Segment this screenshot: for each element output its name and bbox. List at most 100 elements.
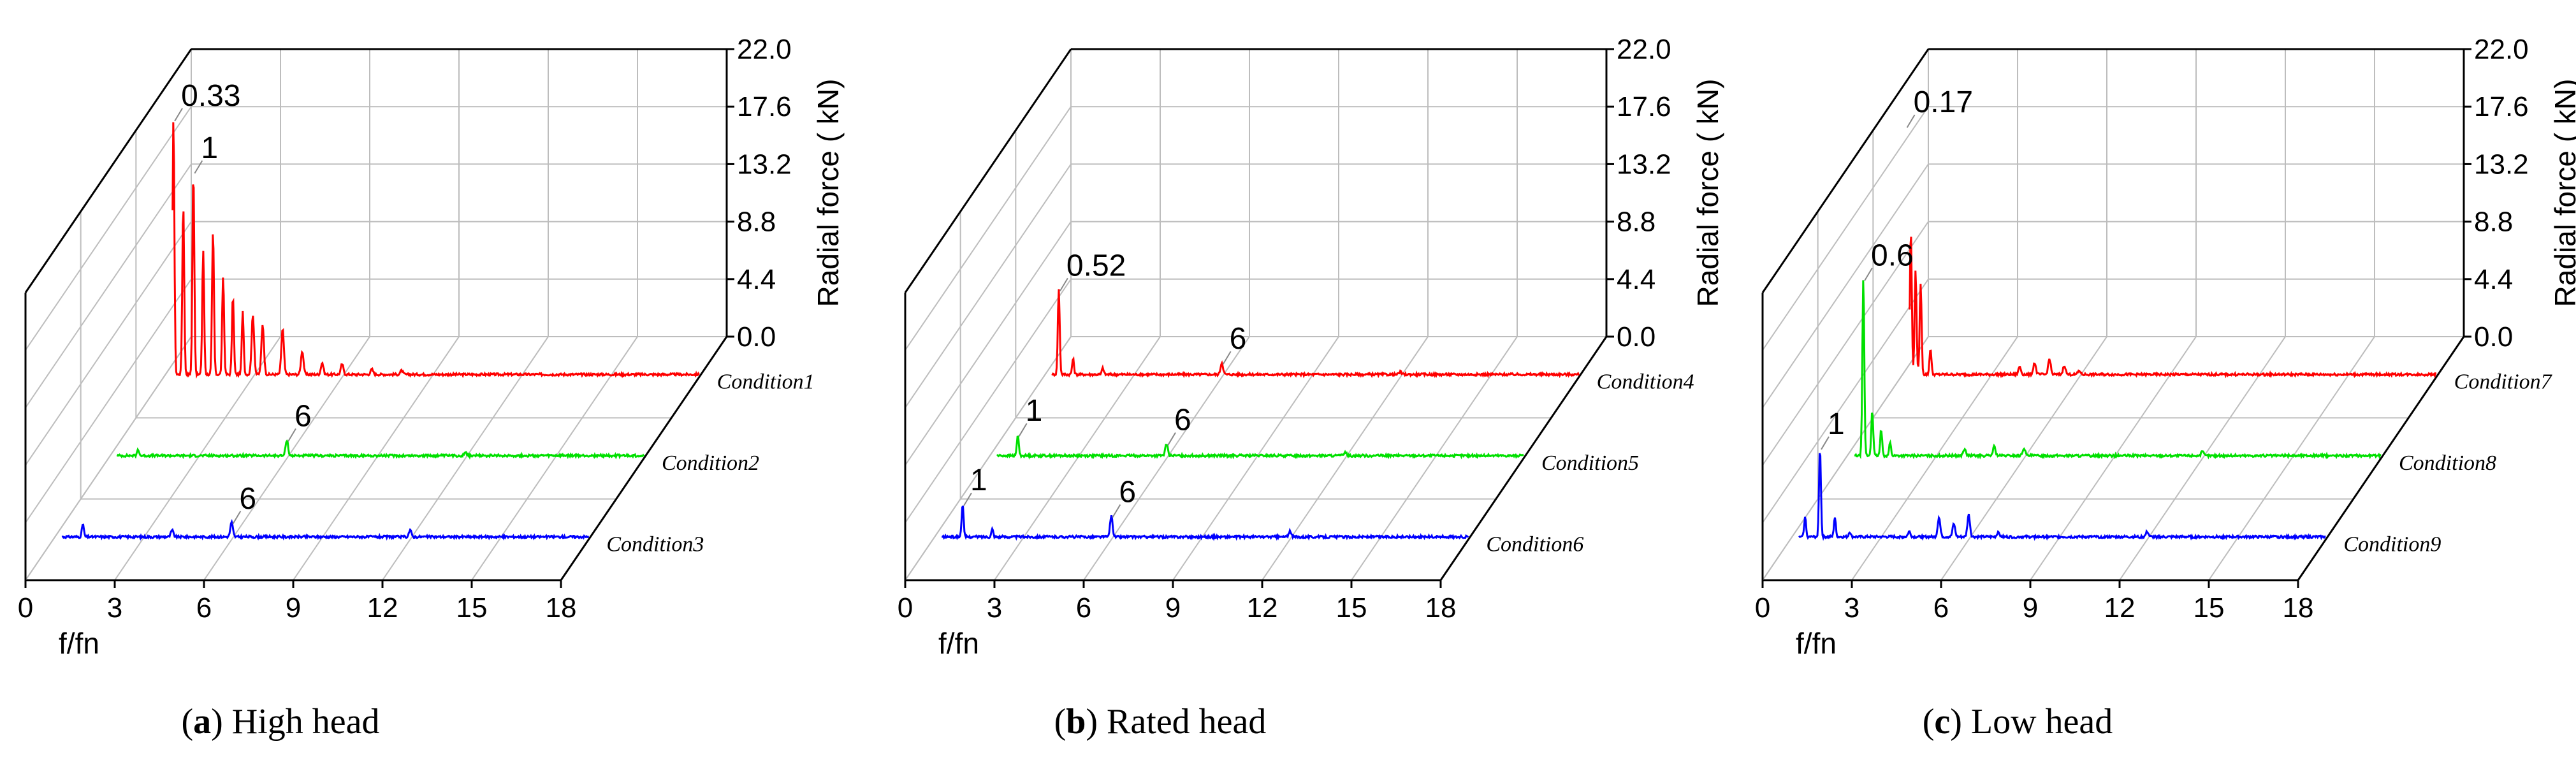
floor-grid-line <box>1083 336 1250 581</box>
peak-annotation: 1 <box>970 464 987 497</box>
floor-grid-line <box>1172 336 1339 581</box>
x-tick-label: 6 <box>196 592 212 624</box>
side-wall-grid-line <box>1762 279 1929 523</box>
floor-grid-line <box>2208 336 2375 581</box>
z-tick-label: 0.0 <box>737 321 776 353</box>
annotation-leader <box>1059 277 1068 291</box>
peak-annotation: 1 <box>1026 394 1043 428</box>
x-tick-label: 18 <box>2283 592 2314 624</box>
z-tick-label: 17.6 <box>737 91 792 122</box>
x-tick-label: 3 <box>1844 592 1859 624</box>
annotation-leader <box>194 160 203 174</box>
floor-grid-line <box>994 336 1161 581</box>
z-tick-label: 0.0 <box>1617 321 1655 353</box>
axis-box-line <box>2297 336 2465 581</box>
x-tick-label: 0 <box>1755 592 1770 624</box>
series-label: Condition3 <box>606 532 704 556</box>
z-tick-label: 8.8 <box>737 207 776 238</box>
z-tick-label: 22.0 <box>1617 34 1671 65</box>
peak-annotation: 0.6 <box>1871 238 1914 272</box>
floor-grid-line <box>2119 336 2286 581</box>
peak-annotation: 0.52 <box>1066 249 1126 282</box>
series-line-Condition3 <box>61 519 590 541</box>
z-tick-label: 22.0 <box>2474 34 2529 65</box>
panel-caption: (b) Rated head <box>1054 702 1267 741</box>
z-axis-label: Radial force ( kN) <box>2549 79 2576 307</box>
series-label: Condition6 <box>1486 532 1583 556</box>
panel-caption: (a) High head <box>181 702 379 741</box>
peak-annotation: 1 <box>1828 407 1845 441</box>
z-tick-label: 13.2 <box>737 149 792 180</box>
peak-annotation: 6 <box>1174 404 1191 437</box>
annotation-leader <box>232 511 242 525</box>
annotation-leader <box>1018 423 1028 437</box>
x-tick-label: 12 <box>1247 592 1278 624</box>
z-axis-label: Radial force ( kN) <box>811 79 845 307</box>
annotation-leader <box>1906 114 1916 128</box>
peak-annotation: 0.33 <box>181 79 240 113</box>
series-line-Condition7 <box>1909 237 2437 379</box>
side-wall-grid-line <box>1762 221 1929 466</box>
x-tick-label: 12 <box>2104 592 2136 624</box>
floor-grid-line <box>203 336 370 581</box>
side-wall-grid-line <box>25 221 192 466</box>
series-label: Condition8 <box>2399 451 2496 475</box>
floor-grid-line <box>1940 336 2107 581</box>
annotation-leader <box>963 492 972 506</box>
side-wall-grid-line <box>1762 106 1929 351</box>
annotation-leader <box>1821 436 1830 450</box>
side-wall-grid-line <box>25 279 192 523</box>
side-wall-grid-line <box>25 106 192 351</box>
x-tick-label: 6 <box>1933 592 1949 624</box>
annotation-leader <box>287 428 296 442</box>
z-tick-label: 4.4 <box>737 264 776 295</box>
side-wall-grid-line <box>1762 336 1929 581</box>
side-wall-grid-line <box>25 336 192 581</box>
peak-annotation: 6 <box>1119 476 1136 509</box>
peak-annotation: 6 <box>1230 322 1247 356</box>
z-tick-label: 8.8 <box>1617 207 1655 238</box>
x-tick-label: 0 <box>18 592 33 624</box>
side-wall-grid-line <box>25 163 192 408</box>
annotation-leader <box>1864 267 1873 281</box>
series-line-Condition6 <box>941 505 1469 541</box>
floor-grid-line <box>293 336 460 581</box>
side-wall-grid-line <box>1762 163 1929 408</box>
axis-box-line <box>1439 336 1608 581</box>
z-axis-label: Radial force ( kN) <box>1691 79 1724 307</box>
x-tick-label: 9 <box>1165 592 1181 624</box>
z-tick-label: 4.4 <box>1617 264 1655 295</box>
side-wall-grid-line <box>905 279 1072 523</box>
peak-annotation: 6 <box>239 482 256 516</box>
z-tick-label: 4.4 <box>2474 264 2513 295</box>
series-label: Condition1 <box>717 370 815 394</box>
z-tick-label: 17.6 <box>2474 91 2529 122</box>
series-line-Condition9 <box>1798 453 2326 541</box>
x-tick-label: 3 <box>987 592 1002 624</box>
x-tick-label: 15 <box>1336 592 1367 624</box>
peak-annotation: 0.17 <box>1914 85 1973 119</box>
x-tick-label: 0 <box>898 592 913 624</box>
side-wall-grid-line <box>905 221 1072 466</box>
x-axis-label: f/fn <box>1796 627 1837 660</box>
floor-grid-line <box>1351 336 1518 581</box>
floor-grid-line <box>114 336 281 581</box>
x-axis-label: f/fn <box>59 627 99 660</box>
chart-panel-a: 0 3 6 9 12 15 18 f/fn 0.0 4.4 8.8 13.2 17.6 22.0 Radia… <box>18 34 845 741</box>
series-label: Condition9 <box>2343 532 2441 556</box>
z-tick-label: 13.2 <box>1617 149 1671 180</box>
peak-annotation: 6 <box>295 399 312 433</box>
series-label: Condition7 <box>2454 370 2553 394</box>
x-tick-label: 18 <box>1425 592 1457 624</box>
z-tick-label: 0.0 <box>2474 321 2513 353</box>
series-line-Condition2 <box>116 439 645 460</box>
floor-grid-line <box>1262 336 1429 581</box>
annotation-leader <box>1112 504 1121 518</box>
x-tick-label: 9 <box>286 592 301 624</box>
annotation-leader <box>1222 351 1232 365</box>
peak-annotation: 1 <box>201 131 218 165</box>
series-line-Condition8 <box>1854 280 2382 460</box>
side-wall-grid-line <box>905 106 1072 351</box>
series-line-Condition5 <box>996 435 1524 460</box>
